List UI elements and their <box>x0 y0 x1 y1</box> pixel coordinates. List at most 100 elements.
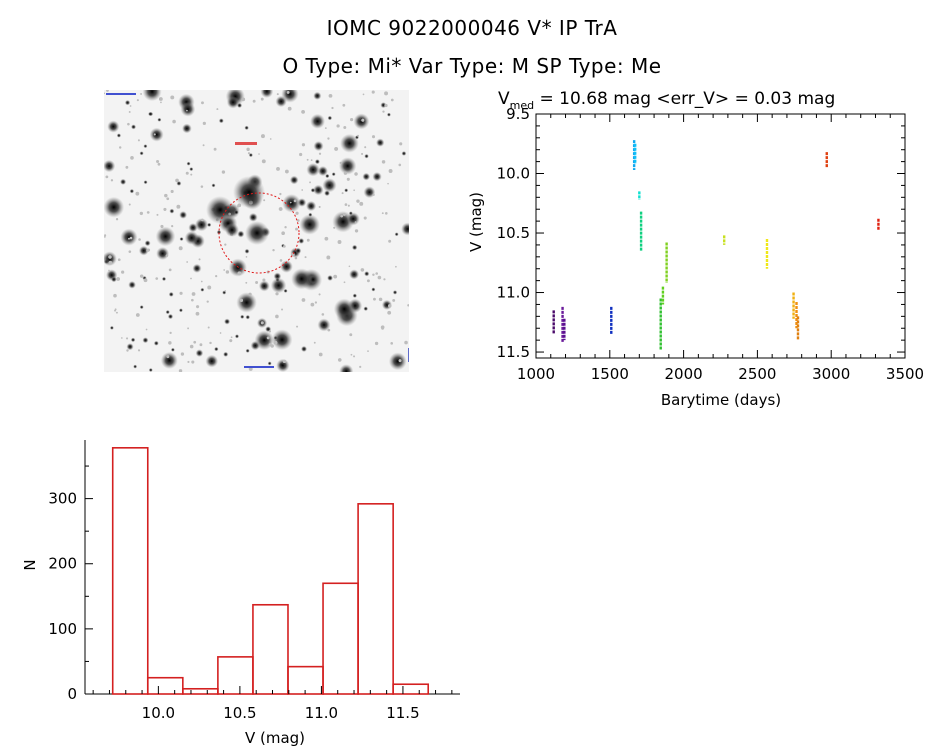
star-blob <box>128 281 136 289</box>
star-blob <box>186 161 191 166</box>
star-blob <box>176 180 182 186</box>
noise-speck <box>350 118 354 122</box>
histogram-bar <box>111 447 149 695</box>
noise-speck <box>275 314 279 319</box>
star-blob <box>180 101 196 117</box>
noise-speck <box>344 203 348 206</box>
noise-speck <box>191 298 194 302</box>
star-blob <box>327 115 333 121</box>
noise-speck <box>172 119 176 124</box>
noise-speck <box>343 281 346 284</box>
star-blob <box>216 229 222 235</box>
plot-frame <box>535 113 906 359</box>
noise-speck <box>336 124 340 128</box>
star-blob <box>143 180 148 185</box>
y-tick-label: 100 <box>48 620 77 638</box>
histogram-bar <box>322 582 359 695</box>
noise-speck <box>202 144 205 147</box>
star-blob <box>324 190 330 197</box>
star-blob <box>322 178 337 193</box>
noise-speck <box>143 278 148 283</box>
noise-speck <box>318 205 321 208</box>
star-blob <box>194 218 209 232</box>
star-blob <box>372 171 382 182</box>
star-blob <box>179 237 184 242</box>
noise-speck <box>284 169 289 174</box>
noise-speck <box>310 302 315 307</box>
noise-speck <box>378 297 383 302</box>
noise-speck <box>260 97 264 101</box>
noise-speck <box>261 159 266 164</box>
x-tick-label: 3000 <box>812 365 850 383</box>
histogram-bar <box>392 683 430 695</box>
noise-speck <box>385 212 388 215</box>
noise-speck <box>216 108 219 111</box>
star-blob <box>189 167 194 172</box>
noise-speck <box>306 158 309 161</box>
noise-speck <box>190 277 192 280</box>
noise-speck <box>180 352 185 356</box>
noise-speck <box>304 256 307 259</box>
noise-speck <box>361 118 365 122</box>
star-blob <box>155 226 176 247</box>
noise-speck <box>346 177 350 181</box>
histogram-bar <box>146 676 184 695</box>
histogram-x-label: V (mag) <box>245 729 305 747</box>
noise-speck <box>125 337 129 340</box>
histogram-bar <box>217 656 254 695</box>
noise-speck <box>140 93 142 95</box>
histogram-y-label: N <box>21 559 39 570</box>
noise-speck <box>166 355 170 359</box>
star-type-subtitle: O Type: Mi* Var Type: M SP Type: Me <box>282 54 662 78</box>
star-blob <box>148 111 153 117</box>
star-blob <box>144 240 151 247</box>
star-blob <box>161 276 167 282</box>
star-blob <box>214 346 219 352</box>
noise-speck <box>160 224 164 229</box>
star-blob <box>291 268 313 290</box>
x-tick-label: 1000 <box>517 365 555 383</box>
noise-speck <box>146 211 150 214</box>
noise-speck <box>252 99 256 103</box>
y-tick-label: 11.5 <box>497 343 530 361</box>
x-tick-label: 3500 <box>886 365 924 383</box>
noise-speck <box>230 336 233 339</box>
noise-speck <box>359 201 364 206</box>
star-blob <box>244 125 249 131</box>
noise-speck <box>340 214 344 218</box>
title-subscript: med <box>510 99 534 112</box>
noise-speck <box>121 270 125 274</box>
noise-speck <box>191 360 195 364</box>
noise-speck <box>196 305 200 309</box>
noise-speck <box>388 169 393 173</box>
star-blob <box>205 354 219 368</box>
noise-speck <box>354 172 358 176</box>
star-blob <box>270 277 287 294</box>
star-blob <box>237 230 245 238</box>
noise-speck <box>284 226 287 229</box>
noise-speck <box>213 147 217 151</box>
noise-speck <box>201 218 204 222</box>
star-blob <box>226 96 240 109</box>
noise-speck <box>309 181 311 184</box>
star-blob <box>401 222 409 236</box>
noise-speck <box>326 255 331 260</box>
star-blob <box>153 340 159 346</box>
noise-speck <box>279 192 282 196</box>
noise-speck <box>260 134 265 139</box>
star-blob <box>273 272 282 281</box>
x-tick-label: 1500 <box>591 365 629 383</box>
noise-speck <box>113 293 117 298</box>
star-blob <box>363 306 369 312</box>
noise-speck <box>306 238 310 242</box>
noise-speck <box>163 207 167 211</box>
noise-speck <box>348 265 351 268</box>
noise-speck <box>179 291 183 295</box>
star-blob <box>248 212 258 222</box>
noise-speck <box>314 301 318 304</box>
noise-speck <box>146 249 150 252</box>
noise-speck <box>283 244 286 248</box>
star-blob <box>271 329 293 351</box>
star-blob <box>104 159 116 173</box>
noise-speck <box>106 90 109 92</box>
